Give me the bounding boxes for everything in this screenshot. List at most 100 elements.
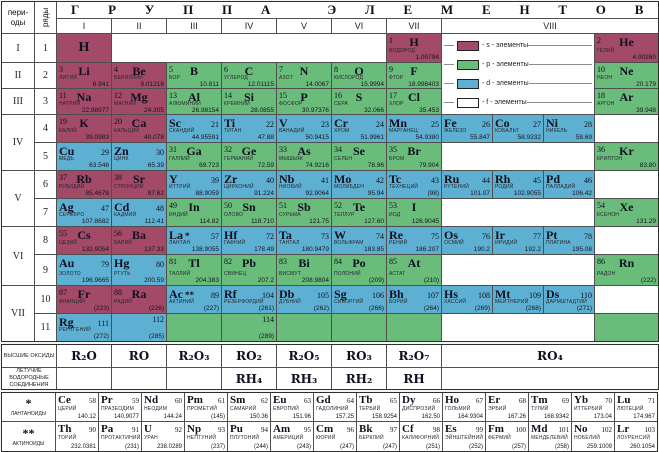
element-name: НЕПТУНИЙ	[187, 435, 217, 441]
element-head: Cd 48	[114, 200, 164, 214]
element-head: Cf 98	[402, 423, 440, 435]
element-name: БЕРКЛИЙ	[359, 435, 384, 441]
legend-item-f: - f - элементы	[443, 97, 593, 108]
atomic-mass: 54.9380	[415, 133, 440, 141]
empty-cell	[332, 314, 386, 341]
element-Hs: Hs 108 ХАССИЙ (269)	[442, 286, 492, 313]
legend-line	[444, 45, 454, 46]
hydride-formula	[57, 368, 111, 389]
element-head: Ru 44	[444, 172, 490, 186]
element-symbol: Br	[407, 144, 421, 158]
element-symbol: No	[574, 423, 588, 435]
element-head: Fe 26	[444, 116, 490, 130]
empty-cell	[277, 314, 331, 341]
element-head: Y 39	[169, 172, 219, 186]
atomic-mass: 35.453	[419, 106, 439, 114]
element-name: ЦЕЗИЙ	[59, 240, 78, 246]
atomic-mass: 192.2	[524, 245, 541, 253]
element-head: 82 Pb	[224, 256, 274, 271]
element-Pd: Pd 46 ПАЛЛАДИЙ 106.42	[544, 171, 594, 198]
element-Ge: 32 Ge ГЕРМАНИЙ 72.59	[222, 143, 276, 170]
element-name: МОЛИБДЕН	[334, 184, 365, 190]
element-head: Ce 58	[58, 394, 96, 406]
element-name: ГАФНИЙ	[224, 240, 246, 246]
group-number-VI: VI	[332, 19, 386, 33]
element-name: ЛЮТЕЦИЙ	[617, 406, 644, 412]
element-name: ЦИРКОНИЙ	[224, 184, 254, 190]
group-number-VIII: VIII	[442, 19, 658, 33]
element-Cm: Cm 96 КЮРИЙ (247)	[314, 422, 356, 451]
atomic-mass: 167.26	[507, 414, 526, 420]
element-symbol: Tm	[531, 394, 548, 406]
atomic-mass: 121.75	[309, 217, 329, 225]
atomic-number: 108	[478, 291, 490, 300]
atomic-mass: 88.9059	[195, 189, 220, 197]
title-letter: О	[595, 2, 607, 17]
element-name: ФРАНЦИЙ	[59, 299, 86, 305]
element-Pu: Pu 94 ПЛУТОНИЙ (244)	[228, 422, 270, 451]
element-head: Er 68	[488, 394, 526, 406]
element-head: Np 93	[187, 423, 225, 435]
element-Ni: Ni 28 НИКЕЛЬ 58.69	[544, 115, 594, 142]
atomic-mass: 28.0855	[250, 106, 275, 114]
atomic-number: 101	[558, 426, 570, 434]
atomic-mass: 180.9479	[301, 245, 329, 253]
element-head: 33 As	[279, 144, 329, 158]
element-head: Ac ** 89	[169, 287, 219, 301]
element-name: СИБОРГИЙ	[334, 299, 364, 305]
element-name: ПРОМЕТИЙ	[187, 406, 218, 412]
empty-cell	[442, 199, 594, 226]
atomic-mass: 32.066	[364, 106, 384, 114]
element-head: 114	[224, 315, 274, 326]
atomic-mass: 4.00260	[632, 53, 657, 61]
atomic-number: 43	[431, 176, 439, 185]
element-head: Mt 109	[495, 287, 541, 301]
element-name: СКАНДИЙ	[169, 128, 195, 134]
atomic-mass: 72.59	[257, 161, 274, 169]
element-Pa: Pa 91 ПРОТАКТИНИЙ (231)	[99, 422, 141, 451]
element-symbol: I	[411, 200, 417, 214]
atomic-mass: 30.97376	[301, 106, 329, 114]
element-Lu: Lu 71 ЛЮТЕЦИЙ 174.967	[615, 393, 657, 421]
element-symbol: Ti	[224, 116, 236, 130]
atomic-mass: (243)	[296, 444, 311, 450]
element-symbol: He	[619, 35, 634, 49]
element-name: РАДОН	[597, 271, 616, 277]
element-name: ПРОТАКТИНИЙ	[101, 435, 141, 441]
period-numeral-V: V	[2, 171, 34, 226]
element-head: 12 Mg	[114, 90, 164, 104]
atomic-number: 29	[101, 148, 109, 157]
row-number-11: 11	[35, 314, 56, 341]
legend: - s - элементы - p - элементы - d - элемен…	[442, 34, 594, 114]
element-symbol: Li	[78, 64, 90, 78]
atomic-mass: 204.383	[195, 276, 220, 284]
atomic-mass: 79.904	[419, 161, 439, 169]
element-head: 50 Sn	[224, 200, 274, 214]
legend-line	[526, 102, 592, 103]
element-name: ПЛУТОНИЙ	[230, 435, 260, 441]
element-symbol: Ds	[546, 287, 560, 301]
element-Bk: Bk 97 БЕРКЛИЙ (247)	[357, 422, 399, 451]
element-symbol: Pu	[230, 423, 243, 435]
atomic-mass: 195.08	[572, 245, 592, 253]
element-Y: Y 39 ИТТРИЙ 88.9059	[167, 171, 221, 198]
element-name: НОБЕЛИЙ	[574, 435, 600, 441]
legend-swatch-d	[457, 78, 479, 89]
empty-cell	[595, 286, 658, 313]
rows-header: ряды	[35, 2, 56, 33]
atomic-number: 104	[262, 291, 274, 300]
element-name: КРИПТОН	[597, 156, 623, 162]
title-letter: П	[183, 2, 194, 17]
element-head: Rg 111	[59, 315, 109, 329]
element-head: Nd 60	[144, 394, 182, 406]
title-letter: Г	[71, 2, 80, 17]
atomic-number: 94	[261, 426, 268, 434]
element-head: Ag 47	[59, 200, 109, 214]
atomic-mass: 173.04	[593, 414, 612, 420]
element-name: ОСМИЙ	[444, 240, 464, 246]
element-name: БРОМ	[389, 156, 405, 162]
element-C: 6 C УГЛЕРОД 12.01115	[222, 63, 276, 88]
atomic-number: 8	[334, 65, 338, 74]
element-name: ТЕХНЕЦИЙ	[389, 184, 419, 190]
element-head: Tc 43	[389, 172, 439, 186]
